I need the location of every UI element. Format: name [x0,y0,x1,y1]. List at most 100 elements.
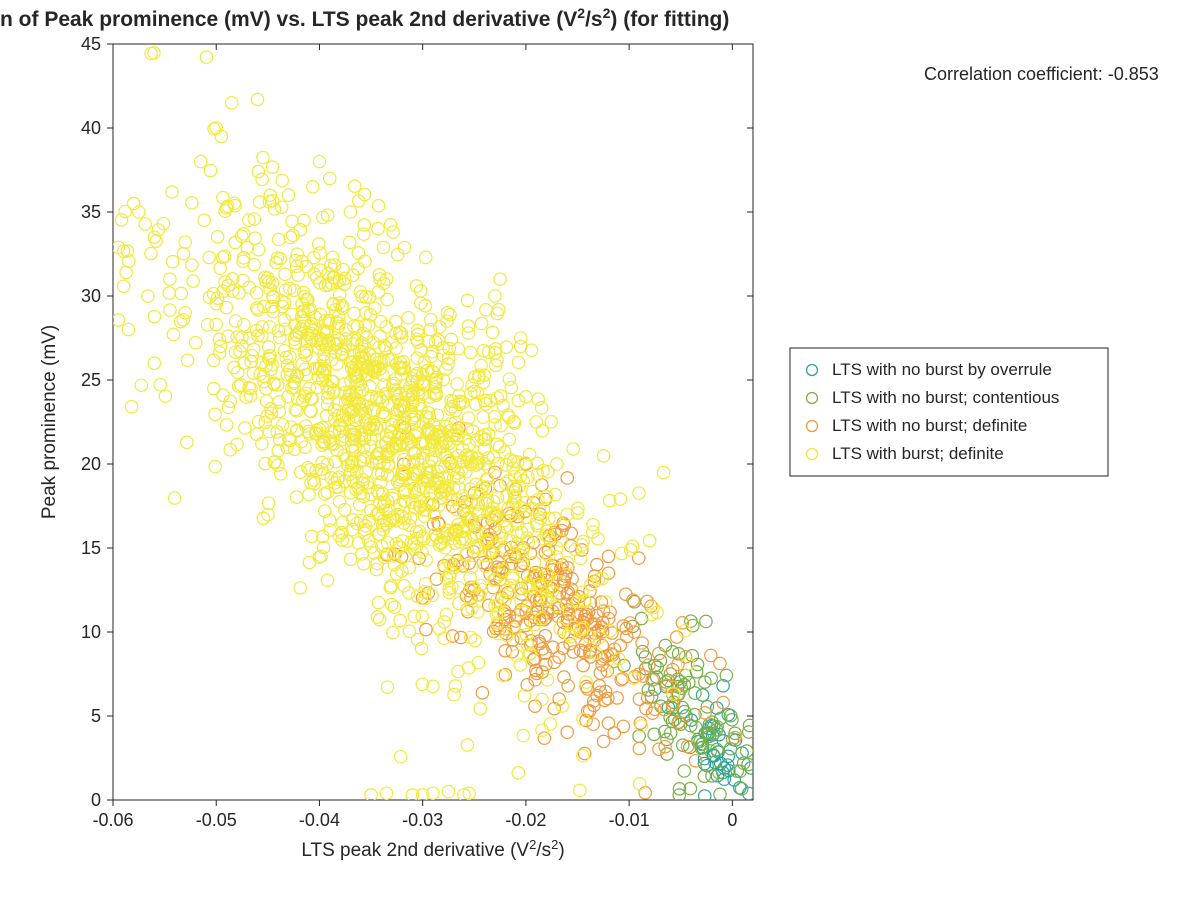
x-tick-label: -0.04 [299,810,340,830]
point-burst_def [453,597,465,609]
x-tick-label: -0.06 [92,810,133,830]
point-burst_def [209,408,221,420]
point-noburst_def [689,755,701,767]
point-burst_def [175,287,187,299]
x-tick-label: -0.05 [196,810,237,830]
point-burst_def [260,395,272,407]
plot-area [113,44,753,800]
point-burst_def [465,631,477,643]
point-noburst_def [420,623,432,635]
point-burst_def [352,247,364,259]
point-burst_def [115,214,127,226]
point-burst_def [480,304,492,316]
point-burst_def [420,554,432,566]
point-burst_def [433,623,445,635]
point-noburst_def [602,550,614,562]
point-burst_def [425,313,437,325]
y-axis-label: Peak prominence (mV) [39,325,60,519]
point-burst_def [627,540,639,552]
point-contentious [651,671,663,683]
point-burst_def [491,438,503,450]
y-tick-label: 30 [81,286,101,306]
point-burst_def [419,300,431,312]
point-burst_def [220,419,232,431]
point-burst_def [177,247,189,259]
point-burst_def [275,201,287,213]
point-burst_def [135,379,147,391]
point-burst_def [201,319,213,331]
point-burst_def [420,251,432,263]
point-burst_def [117,280,129,292]
point-burst_def [187,275,199,287]
point-burst_def [415,344,427,356]
y-tick-label: 10 [81,622,101,642]
point-burst_def [282,189,294,201]
point-noburst_def [608,727,620,739]
point-noburst_def [671,631,683,643]
point-burst_def [480,473,492,485]
point-burst_def [164,273,176,285]
point-burst_def [520,391,532,403]
point-burst_def [239,422,251,434]
point-burst_def [392,248,404,260]
point-noburst_def [667,664,679,676]
point-burst_def [381,681,393,693]
point-burst_def [317,530,329,542]
point-burst_def [226,97,238,109]
point-burst_def [262,497,274,509]
y-tick-label: 45 [81,34,101,54]
point-burst_def [394,614,406,626]
point-burst_def [186,259,198,271]
point-burst_def [327,251,339,263]
point-burst_def [181,436,193,448]
point-noburst_def [633,742,645,754]
point-burst_def [279,268,291,280]
point-burst_def [489,290,501,302]
point-burst_def [166,186,178,198]
point-burst_def [387,226,399,238]
point-burst_def [344,206,356,218]
point-burst_def [440,363,452,375]
point-burst_def [469,634,481,646]
point-noburst_def [548,656,560,668]
point-burst_def [204,164,216,176]
point-burst_def [209,460,221,472]
point-noburst_def [446,630,458,642]
point-burst_def [305,530,317,542]
point-burst_def [597,450,609,462]
point-burst_def [567,443,579,455]
point-burst_def [512,356,524,368]
point-burst_def [380,787,392,799]
point-burst_def [408,610,420,622]
point-burst_def [256,173,268,185]
y-tick-label: 25 [81,370,101,390]
point-burst_def [452,343,464,355]
point-burst_def [294,582,306,594]
point-burst_def [486,326,498,338]
point-burst_def [313,238,325,250]
point-burst_def [551,458,563,470]
point-burst_def [493,441,505,453]
legend-label-noburst_def: LTS with no burst; definite [832,416,1027,435]
point-burst_def [633,778,645,790]
point-noburst_def [617,720,629,732]
point-burst_def [198,214,210,226]
point-burst_def [358,228,370,240]
point-burst_def [168,492,180,504]
point-burst_def [284,282,296,294]
point-burst_def [284,231,296,243]
point-burst_def [354,286,366,298]
point-contentious [734,765,746,777]
point-burst_def [324,172,336,184]
point-noburst_def [594,667,606,679]
point-burst_def [551,542,563,554]
point-burst_def [148,310,160,322]
point-burst_def [536,724,548,736]
point-burst_def [344,553,356,565]
point-burst_def [211,231,223,243]
point-burst_def [303,556,315,568]
point-burst_def [167,328,179,340]
point-burst_def [321,574,333,586]
point-burst_def [154,379,166,391]
point-burst_def [321,209,333,221]
